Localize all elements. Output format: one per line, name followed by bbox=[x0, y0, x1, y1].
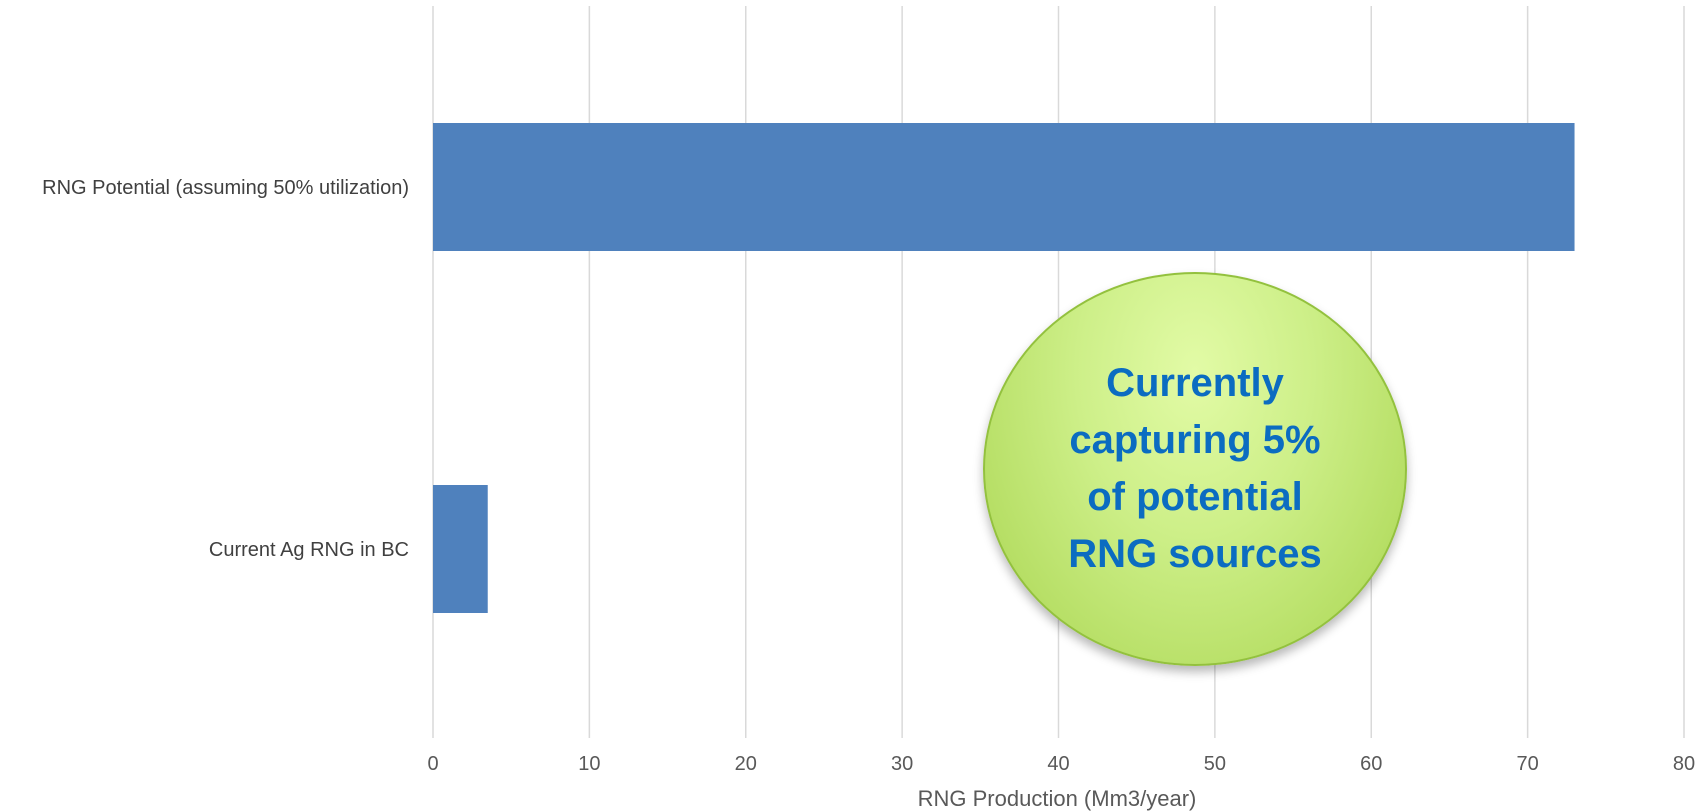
category-label: Current Ag RNG in BC bbox=[209, 539, 409, 561]
x-tick-label: 20 bbox=[735, 753, 757, 775]
category-labels: RNG Potential (assuming 50% utilization)… bbox=[42, 177, 409, 561]
callout-text: Currently capturing 5% of potential RNG … bbox=[1068, 361, 1322, 576]
bar bbox=[433, 123, 1575, 251]
bar bbox=[433, 485, 488, 613]
x-tick-label: 40 bbox=[1047, 753, 1069, 775]
x-tick-label: 70 bbox=[1517, 753, 1539, 775]
x-tick-label: 30 bbox=[891, 753, 913, 775]
x-tick-label: 80 bbox=[1673, 753, 1695, 775]
callout-bubble: Currently capturing 5% of potential RNG … bbox=[983, 272, 1407, 666]
x-tick-label: 0 bbox=[427, 753, 438, 775]
x-tick-label: 50 bbox=[1204, 753, 1226, 775]
x-tick-label: 10 bbox=[578, 753, 600, 775]
x-tick-label: 60 bbox=[1360, 753, 1382, 775]
category-label: RNG Potential (assuming 50% utilization) bbox=[42, 177, 409, 199]
x-axis-title: RNG Production (Mm3/year) bbox=[918, 786, 1197, 811]
x-tick-labels: 0 10 20 30 40 50 60 70 80 bbox=[427, 753, 1695, 775]
bars bbox=[433, 123, 1575, 613]
